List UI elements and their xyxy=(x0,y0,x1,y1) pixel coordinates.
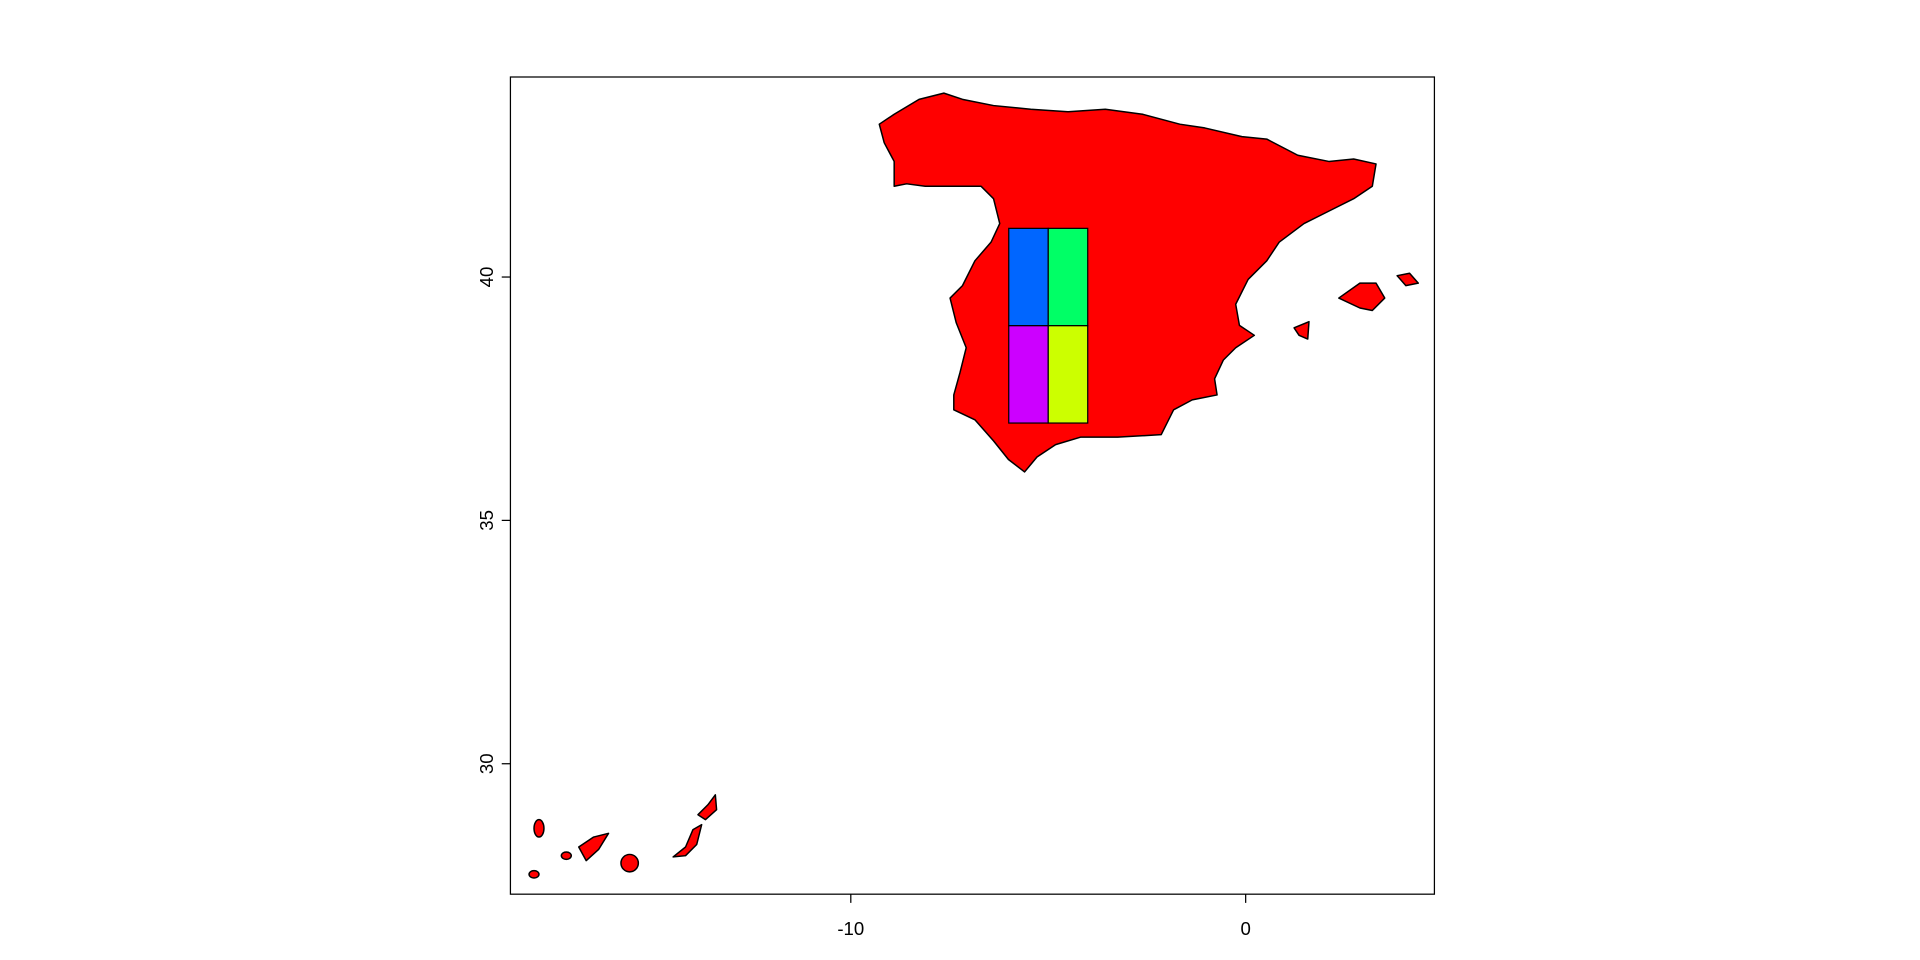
fuerteventura xyxy=(672,823,703,858)
gran-canaria xyxy=(620,853,640,873)
el-hierro xyxy=(528,869,540,879)
menorca xyxy=(1396,272,1420,287)
x-tick-label: 0 xyxy=(1240,918,1250,939)
y-tick-label: 40 xyxy=(476,267,497,288)
mainland-spain xyxy=(878,92,1377,473)
la-gomera xyxy=(560,851,573,861)
ibiza xyxy=(1293,320,1310,340)
grid-cell xyxy=(1008,325,1049,424)
x-tick-label: -10 xyxy=(837,918,864,939)
grid-cell xyxy=(1008,227,1049,327)
la-palma xyxy=(533,818,545,838)
mallorca xyxy=(1338,282,1386,312)
land xyxy=(528,92,1420,879)
y-tick-label: 30 xyxy=(476,753,497,774)
lanzarote xyxy=(697,794,718,821)
plot-frame xyxy=(509,76,1436,895)
grid-cell xyxy=(1047,325,1089,424)
tenerife xyxy=(577,832,610,862)
y-tick-label: 35 xyxy=(476,510,497,531)
grid-cell xyxy=(1047,227,1089,327)
